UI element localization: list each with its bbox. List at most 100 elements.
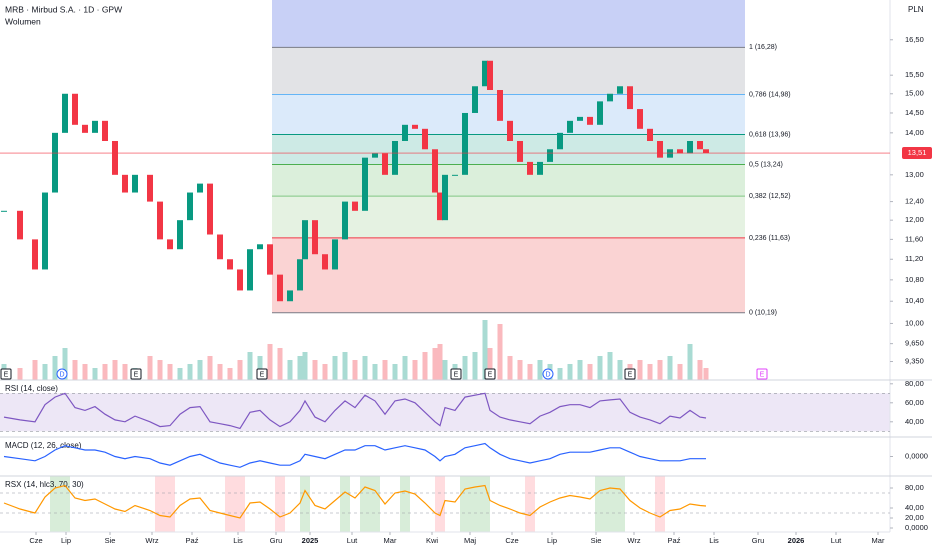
- y-tick-label: 10,00: [905, 318, 924, 327]
- y-tick-label: 14,00: [905, 128, 924, 137]
- event-marker: [484, 368, 496, 380]
- y-tick-label: 13,00: [905, 170, 924, 179]
- event-marker: [130, 368, 142, 380]
- signal-zone: [400, 476, 410, 532]
- volume-bar: [352, 360, 358, 380]
- volume-bar: [32, 360, 38, 380]
- candle: [577, 116, 583, 121]
- candle: [187, 192, 193, 221]
- candle: [567, 120, 573, 133]
- x-tick-label: Mar: [384, 536, 397, 545]
- candle: [102, 120, 108, 141]
- volume-bar: [617, 360, 623, 380]
- signal-zone: [60, 476, 70, 532]
- volume-bar: [267, 344, 273, 380]
- y-tick-label: 11,60: [905, 234, 923, 243]
- candle: [637, 109, 643, 129]
- volume-bar: [412, 360, 418, 380]
- y-tick-label: 10,80: [905, 275, 924, 284]
- fib-label: 1 (16,28): [749, 44, 777, 51]
- candle: [207, 183, 213, 235]
- signal-zone: [360, 476, 370, 532]
- volume-bar: [462, 356, 468, 380]
- symbol-title[interactable]: MRB · Mirbud S.A. · 1D · GPW: [5, 4, 122, 14]
- indicator-line: [3, 442, 706, 468]
- candle: [157, 201, 163, 240]
- candle: [112, 140, 118, 175]
- x-tick-label: Lut: [831, 536, 842, 545]
- candle: [237, 269, 243, 291]
- y-tick-label: 80,00: [905, 483, 924, 492]
- volume-bar: [92, 368, 98, 380]
- x-tick-label: Wrz: [145, 536, 158, 545]
- x-tick-label: Gru: [752, 536, 765, 545]
- volume-bar: [362, 356, 368, 380]
- volume-bar: [607, 352, 613, 380]
- y-tick-label: 12,40: [905, 197, 924, 206]
- x-tick-label: Paź: [668, 536, 681, 545]
- y-tick-label: 9,650: [905, 339, 924, 348]
- candle: [537, 161, 543, 175]
- signal-zone: [480, 476, 490, 532]
- signal-zone: [615, 476, 625, 532]
- y-tick-label: 9,350: [905, 357, 924, 366]
- event-marker: [256, 368, 268, 380]
- candle: [72, 93, 78, 125]
- volume-bar: [517, 360, 523, 380]
- candle: [482, 60, 488, 87]
- candle: [517, 140, 523, 162]
- x-tick-label: Sie: [591, 536, 602, 545]
- volume-bar: [247, 352, 253, 380]
- fib-band: [272, 47, 745, 95]
- candle: [267, 244, 273, 275]
- candle: [17, 210, 23, 240]
- volume-bar: [42, 364, 48, 380]
- volume-bar: [497, 324, 503, 380]
- x-tick-label: Mar: [872, 536, 885, 545]
- y-tick-label: 40,00: [905, 417, 924, 426]
- x-tick-label: Sie: [105, 536, 116, 545]
- volume-bar: [442, 360, 448, 380]
- candle: [472, 86, 478, 113]
- x-tick-label: Cze: [505, 536, 518, 545]
- candle: [332, 239, 338, 270]
- volume-title[interactable]: Wolumen: [5, 16, 41, 26]
- fib-label: 0,382 (12,52): [749, 193, 791, 200]
- volume-bar: [667, 356, 673, 380]
- event-label: E: [4, 371, 9, 378]
- y-tick-label: 15,50: [905, 70, 924, 79]
- volume-bar: [147, 356, 153, 380]
- volume-bar: [322, 364, 328, 380]
- x-tick-label: Lut: [347, 536, 358, 545]
- candle: [677, 149, 683, 154]
- volume-bar: [657, 360, 663, 380]
- volume-bar: [402, 356, 408, 380]
- volume-bar: [382, 360, 388, 380]
- volume-bar: [82, 364, 88, 380]
- candle: [217, 234, 223, 260]
- candle: [287, 290, 293, 302]
- volume-bar: [567, 364, 573, 380]
- y-tick-label: 0,0000: [905, 523, 928, 532]
- indicator-title: RSX (14, hlc3, 70, 30): [5, 480, 84, 489]
- fib-label: 0 (10,19): [749, 310, 777, 317]
- volume-bar: [487, 348, 493, 380]
- indicator-line: [3, 484, 707, 519]
- volume-bar: [577, 360, 583, 380]
- event-marker: [624, 368, 636, 380]
- candle: [627, 86, 633, 110]
- last-price-box: [902, 147, 932, 160]
- y-tick-label: 80,00: [905, 379, 924, 388]
- candle: [557, 132, 563, 150]
- volume-bar: [217, 364, 223, 380]
- volume-bar: [177, 368, 183, 380]
- candle: [32, 239, 38, 270]
- volume-bar: [597, 356, 603, 380]
- x-tick-label: Kwi: [426, 536, 438, 545]
- candle: [462, 112, 468, 175]
- signal-zone: [525, 476, 535, 532]
- signal-zone: [340, 476, 350, 532]
- volume-bar: [537, 360, 543, 380]
- underlay: [0, 0, 890, 532]
